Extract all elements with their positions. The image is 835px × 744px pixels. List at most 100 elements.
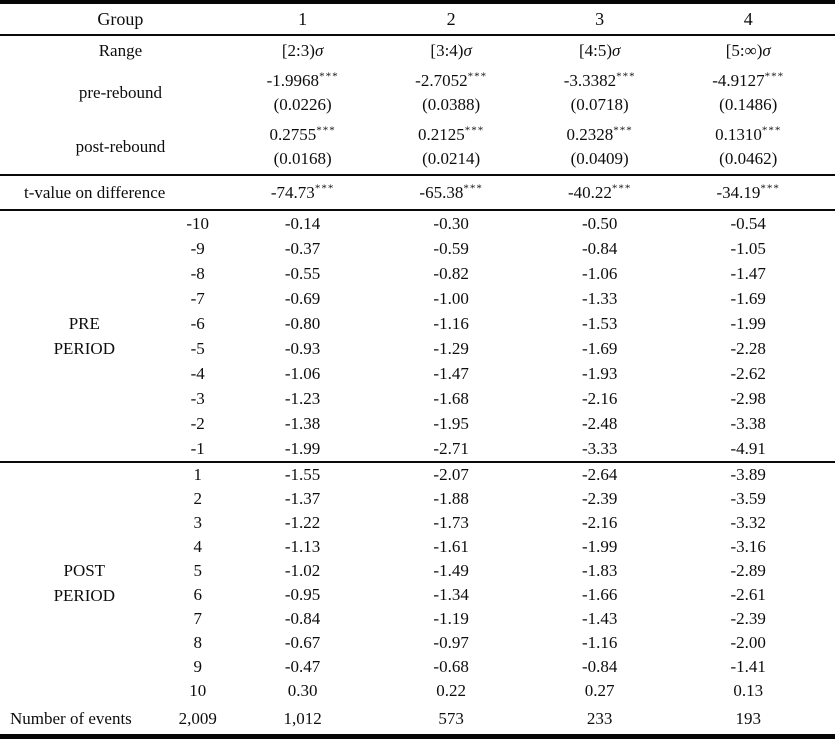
pre-period-row: -7 -0.69 -1.00 -1.33 -1.69 — [0, 286, 835, 311]
pre-period-label: PRE PERIOD — [0, 210, 169, 462]
post-rebound-label: post-rebound — [75, 137, 166, 156]
sigma-symbol: σ — [762, 41, 771, 60]
pre-rebound-cell: -2.7052*** (0.0388) — [389, 66, 538, 120]
abnormal-return-cell: -0.47 — [284, 657, 321, 676]
event-time-label: 2 — [193, 489, 202, 508]
post-period-row: 10 0.30 0.22 0.27 0.13 — [0, 679, 835, 703]
std-error: (0.0214) — [422, 149, 481, 168]
t-value-section: t-value on difference -74.73*** -65.38**… — [0, 175, 835, 210]
abnormal-return-cell: -1.29 — [433, 338, 469, 358]
std-error: (0.1486) — [719, 95, 778, 114]
t-value-row: t-value on difference -74.73*** -65.38**… — [0, 175, 835, 210]
sigma-symbol: σ — [314, 41, 324, 60]
t-value-cell: -40.22*** — [567, 181, 632, 202]
pre-period-label-line: PRE — [68, 314, 100, 333]
event-time-label: 7 — [193, 609, 202, 628]
abnormal-return-cell: -0.54 — [730, 213, 766, 233]
abnormal-return-cell: -0.14 — [284, 213, 321, 233]
abnormal-return-cell: -4.91 — [730, 438, 766, 458]
abnormal-return-cell: -2.61 — [730, 585, 766, 604]
t-value-label: t-value on difference — [24, 182, 166, 202]
abnormal-return-cell: -2.48 — [581, 413, 618, 433]
abnormal-return-cell: -0.59 — [433, 238, 469, 258]
abnormal-return-cell: -2.39 — [581, 489, 618, 508]
event-time-label: 1 — [193, 465, 202, 484]
pre-period-row: -4 -1.06 -1.47 -1.93 -2.62 — [0, 361, 835, 386]
abnormal-return-cell: -1.47 — [730, 263, 766, 283]
abnormal-return-cell: -3.89 — [730, 465, 766, 484]
abnormal-return-cell: -2.98 — [730, 388, 766, 408]
abnormal-return-cell: -2.64 — [581, 465, 618, 484]
abnormal-return-cell: 0.22 — [436, 681, 467, 700]
abnormal-return-cell: -1.88 — [433, 489, 469, 508]
abnormal-return-cell: -0.93 — [284, 338, 321, 358]
event-time-label: -2 — [190, 413, 205, 433]
post-period-label-line: POST — [63, 561, 106, 580]
abnormal-return-cell: -1.73 — [433, 513, 469, 532]
pre-period-section: PRE PERIOD -10 -0.14 -0.30 -0.50 -0.54 -9 -0.37-… — [0, 210, 835, 462]
significance-stars: *** — [316, 124, 336, 137]
event-time-label: 8 — [193, 633, 202, 652]
std-error: (0.0409) — [570, 149, 629, 168]
std-error: (0.0226) — [273, 95, 332, 114]
abnormal-return-cell: -2.07 — [433, 465, 469, 484]
post-period-row: 3 -1.22 -1.73 -2.16 -3.32 — [0, 511, 835, 535]
group-header-row: Group 1 2 3 4 — [0, 2, 835, 35]
events-section: Number of events 2,009 1,012 573 233 193 — [0, 703, 835, 737]
abnormal-return-cell: -1.33 — [581, 288, 618, 308]
abnormal-return-cell: -1.95 — [433, 413, 469, 433]
abnormal-return-cell: -1.61 — [433, 537, 469, 556]
group-number: 3 — [595, 8, 605, 29]
abnormal-return-cell: -1.00 — [433, 288, 469, 308]
number-of-events-label: Number of events — [10, 708, 132, 728]
abnormal-return-cell: -3.33 — [581, 438, 618, 458]
abnormal-return-cell: -0.95 — [284, 585, 321, 604]
abnormal-return-cell: -1.23 — [284, 388, 321, 408]
event-time-label: -1 — [190, 438, 205, 458]
post-period-row: 7 -0.84 -1.19 -1.43 -2.39 — [0, 607, 835, 631]
post-period-label: POST PERIOD — [0, 462, 169, 703]
abnormal-return-cell: -1.83 — [581, 561, 618, 580]
group-number: 2 — [446, 8, 456, 29]
significance-stars: *** — [464, 124, 485, 137]
abnormal-return-cell: -1.16 — [581, 633, 618, 652]
sigma-symbol: σ — [612, 41, 621, 60]
pre-period-row: -1 -1.99 -2.71 -3.33 -4.91 — [0, 436, 835, 462]
events-total: 2,009 — [178, 708, 217, 728]
range-value: [3:4)σ — [430, 41, 472, 60]
significance-stars: *** — [760, 181, 780, 194]
events-count: 1,012 — [283, 708, 322, 728]
group-header-label: Group — [97, 8, 144, 29]
abnormal-return-cell: 0.30 — [287, 681, 318, 700]
abnormal-return-cell: -0.68 — [433, 657, 469, 676]
significance-stars: *** — [616, 70, 636, 83]
range-label: Range — [98, 41, 143, 60]
post-period-row: 5 -1.02 -1.49 -1.83 -2.89 — [0, 559, 835, 583]
post-rebound-cell: 0.2328*** (0.0409) — [538, 120, 687, 175]
std-error: (0.0718) — [570, 95, 629, 114]
post-rebound-cell: 0.2755*** (0.0168) — [241, 120, 390, 175]
event-time-label: 10 — [189, 681, 207, 700]
event-time-label: -5 — [190, 338, 205, 358]
post-period-row: 2 -1.37 -1.88 -2.39 -3.59 — [0, 487, 835, 511]
abnormal-return-cell: -3.32 — [730, 513, 766, 532]
t-value-cell: -34.19*** — [716, 181, 780, 202]
abnormal-return-cell: -1.99 — [581, 537, 618, 556]
significance-stars: *** — [467, 70, 488, 83]
std-error: (0.0388) — [422, 95, 481, 114]
range-value: [4:5)σ — [578, 41, 621, 60]
abnormal-return-cell: -0.80 — [284, 313, 321, 333]
pre-rebound-cell: -1.9968*** (0.0226) — [241, 66, 390, 120]
events-count: 573 — [438, 708, 464, 728]
abnormal-return-cell: -1.37 — [284, 489, 321, 508]
abnormal-return-cell: -0.55 — [284, 263, 321, 283]
post-rebound-cell: 0.1310*** (0.0462) — [686, 120, 835, 175]
abnormal-return-cell: -1.47 — [433, 363, 469, 383]
pre-period-row: -9 -0.37 -0.59 -0.84 -1.05 — [0, 236, 835, 261]
post-period-row: 4 -1.13 -1.61 -1.99 -3.16 — [0, 535, 835, 559]
event-time-label: -9 — [190, 238, 205, 258]
std-error: (0.0462) — [719, 149, 778, 168]
abnormal-return-cell: -0.37 — [284, 238, 321, 258]
significance-stars: *** — [319, 70, 339, 83]
